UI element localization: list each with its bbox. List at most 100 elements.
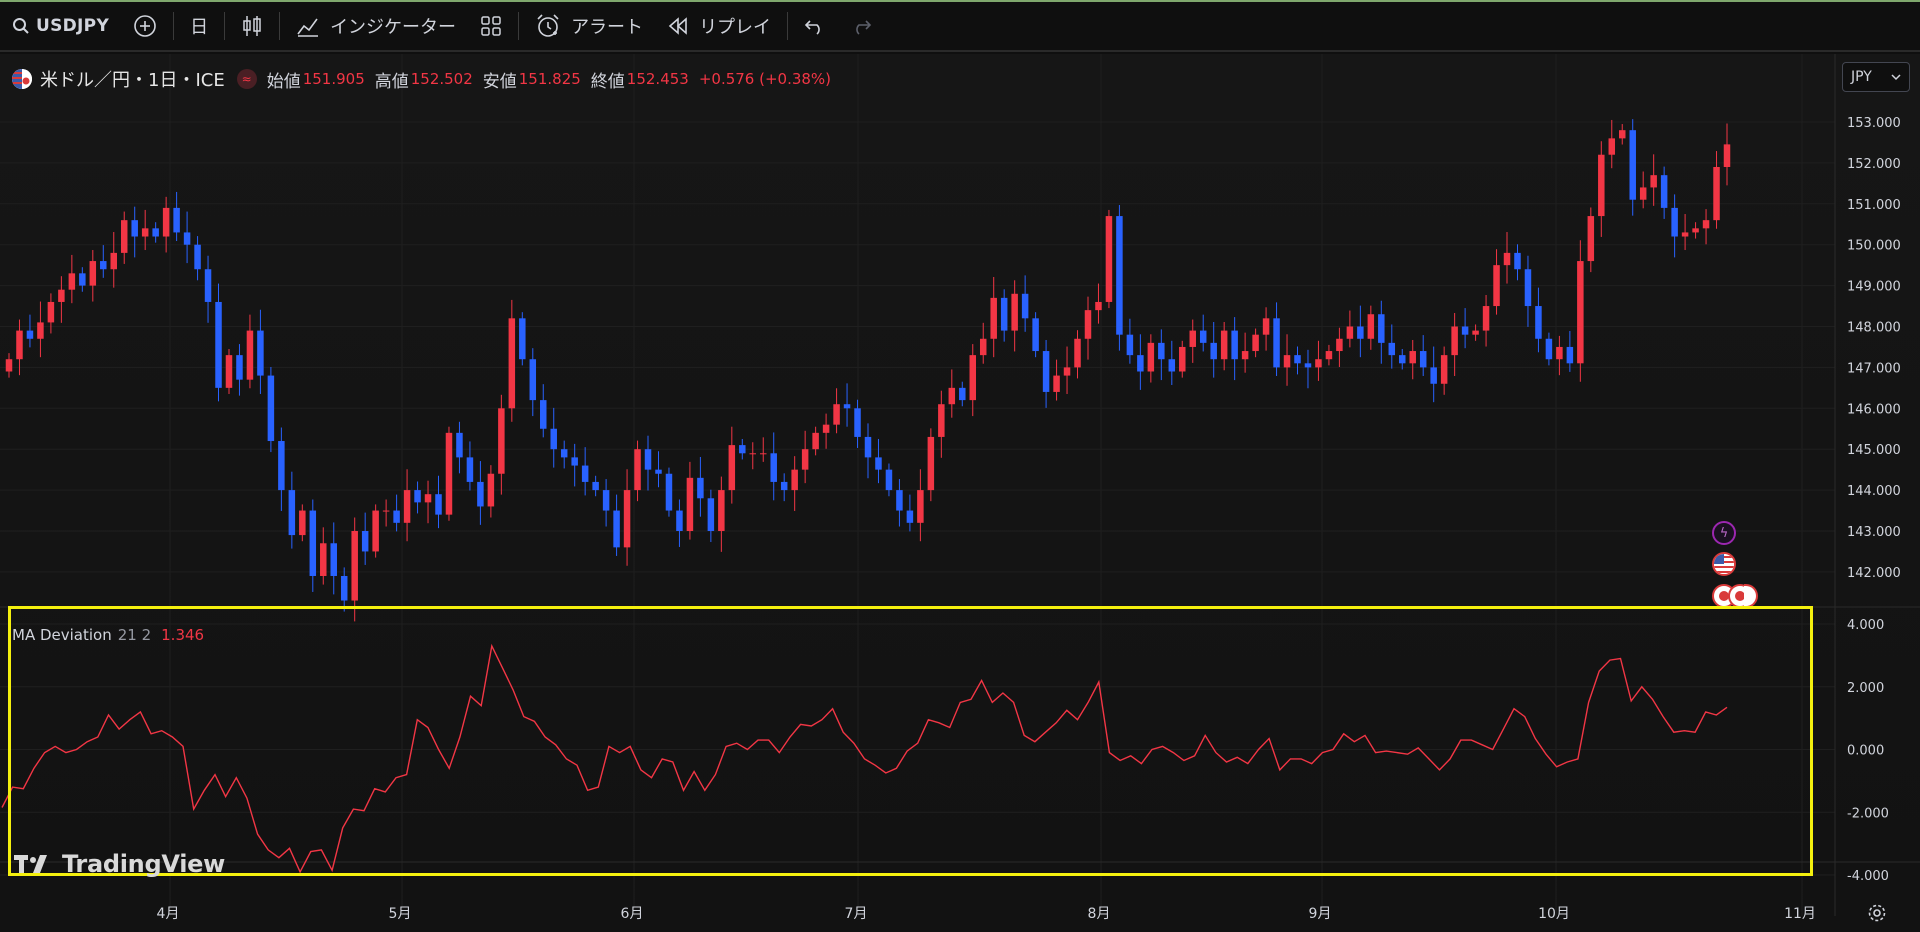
candle [456,432,463,458]
chevron-down-icon [1891,74,1901,81]
candle [718,490,725,531]
settings-button[interactable] [1864,900,1890,926]
candle [1629,130,1636,200]
candles [5,119,1731,622]
candle [1618,130,1626,139]
currency-select[interactable]: JPY [1842,62,1910,92]
price-chart[interactable]: 153.000 152.000 151.000 150.000 149.000 148.0… [0,54,1920,932]
candle [833,404,840,425]
candle [843,404,851,409]
us-flag-event-icon[interactable] [1712,552,1736,576]
price-axis-label: 151.000 [1847,198,1901,213]
lightning-event-icon[interactable]: ϟ [1712,521,1736,545]
candle [1000,297,1008,331]
currency-label: JPY [1851,69,1872,85]
candle [361,531,369,552]
candle [780,481,788,491]
candle [519,318,526,360]
candle [508,318,516,409]
layouts-button[interactable] [468,2,514,50]
candle [1577,261,1584,364]
candle [89,261,97,286]
candle [969,355,977,401]
indicators-label: インジケーター [330,17,457,38]
alert-button[interactable]: アラート [523,2,655,50]
indicator-legend[interactable]: MA Deviation 21 2 1.346 [12,626,204,644]
candle [1587,216,1595,262]
candle [1273,318,1280,368]
redo-button[interactable] [838,2,884,50]
price-axis-label: 150.000 [1847,239,1901,254]
replay-icon [668,17,687,35]
candle [1556,346,1563,360]
price-axis-label: 149.000 [1847,280,1901,295]
candle [246,330,254,380]
undo-icon [804,20,820,35]
candle [1388,342,1396,356]
candle [864,436,872,458]
candle [68,273,76,290]
candle [1241,351,1249,360]
candle [330,543,337,576]
candle [739,445,746,454]
candle [382,510,390,512]
candle [131,220,138,237]
change-value: +0.576 (+0.38%) [698,70,832,88]
time-axis-label: 7月 [845,906,868,922]
candle [257,330,264,376]
candle [173,207,180,233]
candle [1053,375,1060,392]
price-axis-label: 142.000 [1847,566,1901,581]
candle [655,469,662,474]
candle [1179,346,1186,372]
candle [79,273,86,286]
candle [927,436,935,491]
candle [372,510,379,552]
market-status-icon[interactable]: ≈ [236,69,257,89]
chart-type-button[interactable] [229,2,275,50]
low-label: 安値 [482,71,517,92]
candle [948,387,956,405]
candle [634,449,641,491]
candle [320,543,327,576]
indicator-axis-label: 4.000 [1847,618,1884,633]
toolbar-divider [279,12,281,40]
chart-area[interactable]: 153.000 152.000 151.000 150.000 149.000 148.0… [0,54,1920,932]
candle [1419,351,1427,368]
candle [1063,367,1071,376]
candle [1220,330,1228,360]
candle [1011,293,1018,331]
watermark-text: TradingView [62,850,225,878]
candle [435,494,442,515]
high-value: 152.502 [410,70,473,88]
replay-button[interactable]: リプレイ [655,2,783,50]
candle [707,498,715,531]
replay-label: リプレイ [699,17,772,38]
candle [770,453,777,482]
candle [1430,367,1437,384]
candle [445,432,453,515]
candle [1692,228,1699,233]
interval-button[interactable]: 日 [178,2,220,50]
ma-deviation-line [1,643,1728,874]
candle [1650,175,1657,188]
compare-symbol-button[interactable] [121,2,169,50]
candle [697,477,704,499]
candle [424,494,432,503]
series-title[interactable]: 米ドル／円・1日・ICE [40,70,225,91]
close-value: 152.453 [626,70,689,88]
alert-label: アラート [571,17,644,38]
symbol-search-button[interactable]: USDJPY [0,2,121,50]
undo-button[interactable] [792,2,838,50]
price-axis-label: 145.000 [1847,443,1901,458]
candle [403,490,411,523]
candle [236,355,243,380]
candle [194,244,201,270]
redo-icon [856,20,872,35]
indicators-button[interactable]: インジケーター [284,2,468,50]
indicator-axis-label: -2.000 [1847,806,1889,821]
candle [759,453,767,455]
indicator-axis-label: -4.000 [1847,869,1889,884]
candle [477,481,484,507]
candle [487,473,495,507]
